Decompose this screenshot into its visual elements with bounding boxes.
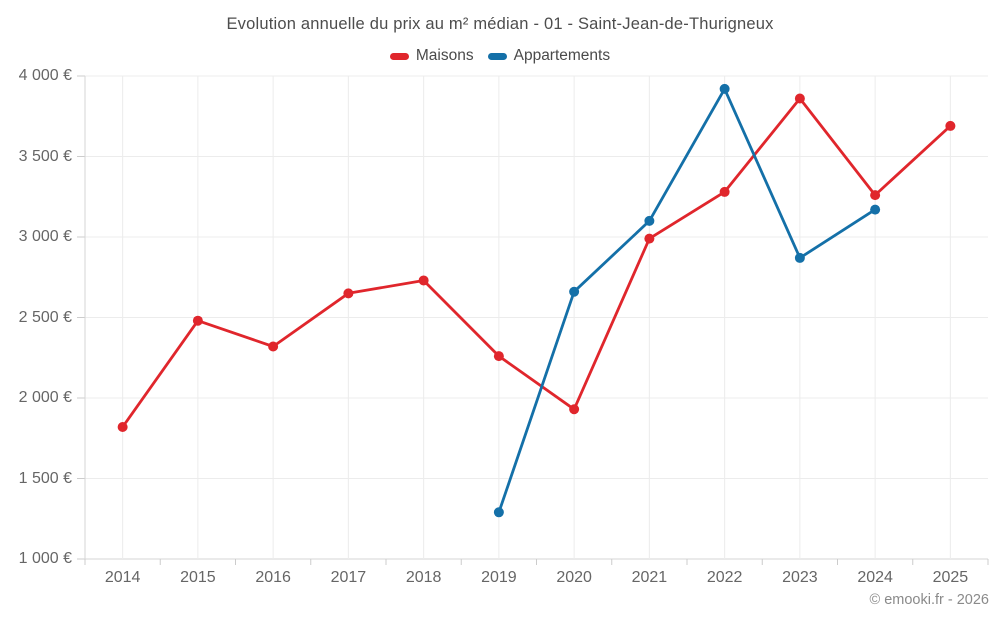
point-appartements-2021[interactable] bbox=[644, 215, 655, 226]
point-maisons-2014[interactable] bbox=[117, 421, 128, 432]
y-tick-label: 3 500 € bbox=[18, 147, 72, 165]
x-tick-label: 2025 bbox=[932, 569, 969, 586]
legend-label: Maisons bbox=[415, 47, 474, 64]
y-tick-label: 4 000 € bbox=[18, 67, 72, 84]
legend-swatch-appartements-icon bbox=[487, 52, 507, 60]
x-tick-label: 2015 bbox=[180, 569, 216, 586]
point-maisons-2019[interactable] bbox=[493, 351, 504, 362]
legend-item-maisons[interactable]: Maisons bbox=[389, 47, 474, 65]
x-tick-label: 2016 bbox=[255, 569, 291, 586]
x-tick-label: 2018 bbox=[405, 569, 442, 586]
point-maisons-2020[interactable] bbox=[569, 404, 580, 415]
point-maisons-2017[interactable] bbox=[343, 288, 354, 299]
y-tick-label: 1 500 € bbox=[18, 469, 72, 487]
point-maisons-2023[interactable] bbox=[794, 93, 805, 104]
x-tick-label: 2023 bbox=[782, 569, 818, 586]
x-tick-label: 2014 bbox=[104, 569, 141, 586]
series-line-appartements bbox=[497, 87, 877, 514]
x-tick-label: 2021 bbox=[631, 569, 668, 586]
point-maisons-2024[interactable] bbox=[870, 190, 881, 201]
point-appartements-2022[interactable] bbox=[719, 83, 730, 94]
x-tick-label: 2020 bbox=[556, 569, 592, 586]
attribution: © emooki.fr - 2026 bbox=[869, 592, 989, 608]
legend-label: Appartements bbox=[513, 47, 611, 64]
y-tick-label: 1 000 € bbox=[18, 550, 72, 567]
x-tick-label: 2024 bbox=[857, 569, 893, 586]
chart-legend: Maisons Appartements bbox=[0, 45, 1000, 67]
point-maisons-2022[interactable] bbox=[719, 186, 730, 197]
point-appartements-2024[interactable] bbox=[870, 204, 881, 215]
point-appartements-2023[interactable] bbox=[794, 252, 805, 263]
y-tick-label: 3 000 € bbox=[18, 228, 72, 245]
point-maisons-2015[interactable] bbox=[192, 315, 203, 326]
y-tick-label: 2 500 € bbox=[18, 308, 72, 326]
y-tick-label: 2 000 € bbox=[18, 389, 72, 406]
point-maisons-2018[interactable] bbox=[418, 275, 429, 286]
series-line-maisons bbox=[121, 97, 952, 429]
x-tick-label: 2017 bbox=[330, 569, 367, 586]
point-maisons-2016[interactable] bbox=[268, 341, 279, 352]
point-maisons-2021[interactable] bbox=[644, 233, 655, 244]
legend-item-appartements[interactable]: Appartements bbox=[487, 47, 611, 65]
x-tick-label: 2019 bbox=[481, 569, 517, 586]
legend-swatch-maisons-icon bbox=[389, 52, 409, 60]
point-appartements-2019[interactable] bbox=[493, 507, 504, 518]
chart-title: Evolution annuelle du prix au m² médian … bbox=[226, 15, 774, 33]
x-tick-label: 2022 bbox=[706, 569, 743, 586]
point-appartements-2020[interactable] bbox=[569, 286, 580, 297]
point-maisons-2025[interactable] bbox=[945, 120, 956, 131]
